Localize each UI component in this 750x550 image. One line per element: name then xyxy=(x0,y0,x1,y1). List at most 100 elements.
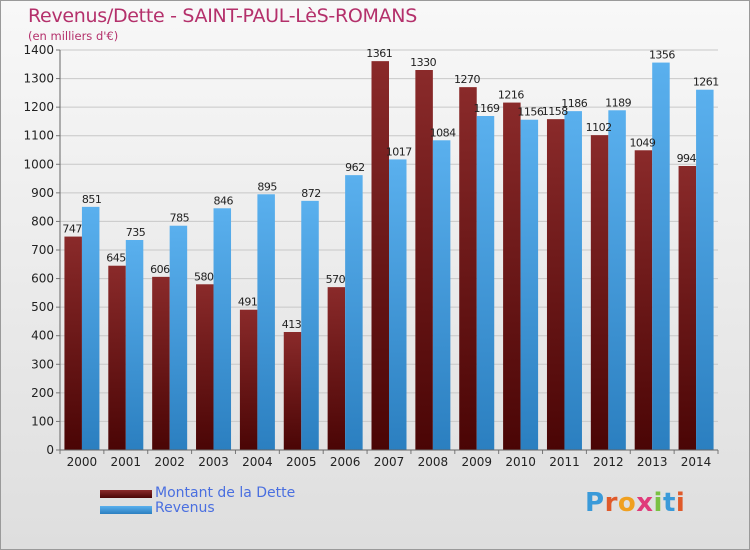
tick-label-y: 300 xyxy=(31,357,54,371)
bar-revenus xyxy=(169,225,188,450)
bar-revenus xyxy=(81,206,100,450)
tick-label-y: 1300 xyxy=(23,72,54,86)
bar-revenus xyxy=(213,208,232,450)
data-label-debt: 606 xyxy=(150,263,170,276)
tick-label-x: 2004 xyxy=(242,455,273,469)
data-label-revenus: 1189 xyxy=(605,96,631,109)
legend-swatch-revenus xyxy=(100,506,152,514)
tick-label-x: 2007 xyxy=(374,455,405,469)
tick-label-y: 1100 xyxy=(23,129,54,143)
data-label-debt: 1216 xyxy=(498,89,524,102)
bar-revenus xyxy=(432,140,451,451)
bar-debt xyxy=(64,236,82,450)
tick-label-y: 0 xyxy=(46,443,54,457)
tick-label-y: 100 xyxy=(31,414,54,428)
tick-label-y: 700 xyxy=(31,243,54,257)
tick-label-x: 2005 xyxy=(286,455,317,469)
tick-label-y: 1400 xyxy=(23,43,54,57)
chart-title: Revenus/Dette - SAINT-PAUL-LèS-ROMANS xyxy=(28,5,417,27)
bar-revenus xyxy=(652,62,670,450)
tick-label-y: 900 xyxy=(31,186,54,200)
tick-label-x: 2000 xyxy=(67,455,98,469)
data-label-debt: 491 xyxy=(238,296,258,309)
tick-label-x: 2012 xyxy=(593,455,624,469)
tick-label-x: 2003 xyxy=(198,455,229,469)
logo-letter: x xyxy=(636,488,654,518)
data-label-revenus: 895 xyxy=(257,180,277,193)
bar-revenus xyxy=(345,175,363,450)
bar-debt xyxy=(371,61,389,451)
bar-debt xyxy=(239,309,258,450)
data-label-debt: 570 xyxy=(326,273,346,286)
bar-revenus xyxy=(696,89,714,450)
data-label-revenus: 962 xyxy=(345,161,365,174)
tick-label-x: 2010 xyxy=(505,455,536,469)
data-label-revenus: 1017 xyxy=(386,145,412,158)
bar-debt xyxy=(283,332,302,450)
data-label-revenus: 846 xyxy=(214,194,234,207)
bar-revenus xyxy=(257,194,275,450)
chart-subtitle: (en milliers d'€) xyxy=(28,29,119,43)
tick-label-y: 600 xyxy=(31,272,54,286)
data-label-revenus: 785 xyxy=(170,212,190,225)
bar-debt xyxy=(327,287,346,450)
data-label-debt: 645 xyxy=(106,252,126,265)
bars-layer xyxy=(64,61,714,451)
data-label-revenus: 1261 xyxy=(693,76,719,89)
tick-label-x: 2002 xyxy=(154,455,185,469)
tick-label-x: 2001 xyxy=(111,455,142,469)
bar-revenus xyxy=(608,110,626,451)
data-label-revenus: 1084 xyxy=(430,126,456,139)
data-label-debt: 1049 xyxy=(629,136,655,149)
bar-debt xyxy=(459,87,477,451)
logo-letter: i xyxy=(675,488,686,518)
data-label-revenus: 1156 xyxy=(517,106,543,119)
bar-debt xyxy=(196,284,214,450)
tick-label-x: 2006 xyxy=(330,455,361,469)
tick-label-x: 2011 xyxy=(549,455,580,469)
tick-label-y: 400 xyxy=(31,329,54,343)
data-label-debt: 413 xyxy=(282,318,302,331)
axis-layer: 0 100 200 300 400 500 600 700 800 900 1000 1100 1200… xyxy=(23,43,719,469)
tick-label-x: 2009 xyxy=(461,455,492,469)
bar-revenus xyxy=(125,240,144,450)
data-label-debt: 994 xyxy=(677,152,697,165)
legend-label-debt: Montant de la Dette xyxy=(155,485,296,501)
tick-label-x: 2014 xyxy=(681,455,712,469)
tick-label-y: 800 xyxy=(31,214,54,228)
logo-letter: t xyxy=(662,488,676,518)
data-label-debt: 1270 xyxy=(454,73,480,86)
logo-letter: o xyxy=(617,488,637,518)
data-label-revenus: 851 xyxy=(82,193,102,206)
data-label-revenus: 1169 xyxy=(473,102,499,115)
logo-letter: i xyxy=(653,488,663,518)
tick-label-x: 2008 xyxy=(418,455,449,469)
tick-label-y: 1000 xyxy=(23,157,54,171)
logo-letter: r xyxy=(604,488,618,518)
bar-debt xyxy=(415,70,433,450)
data-label-debt: 1361 xyxy=(366,47,392,60)
data-label-revenus: 1186 xyxy=(561,97,587,110)
bar-revenus xyxy=(520,119,539,450)
bar-debt xyxy=(503,102,521,451)
bar-revenus xyxy=(389,159,407,450)
bar-debt xyxy=(152,276,170,450)
tick-label-x: 2013 xyxy=(637,455,668,469)
bar-revenus xyxy=(564,111,582,451)
data-label-debt: 1330 xyxy=(410,56,436,69)
bar-debt xyxy=(634,150,653,451)
data-label-revenus: 1356 xyxy=(649,49,675,62)
data-label-revenus: 735 xyxy=(126,226,146,239)
legend-label-revenus: Revenus xyxy=(155,500,215,516)
data-label-debt: 580 xyxy=(194,270,214,283)
bar-revenus xyxy=(476,116,495,450)
tick-label-y: 1200 xyxy=(23,100,54,114)
bar-debt xyxy=(108,265,126,450)
logo-letter: P xyxy=(585,488,605,518)
legend-swatch-debt xyxy=(100,490,152,498)
tick-label-y: 200 xyxy=(31,386,54,400)
bar-debt xyxy=(590,135,609,450)
bar-debt xyxy=(546,119,565,451)
